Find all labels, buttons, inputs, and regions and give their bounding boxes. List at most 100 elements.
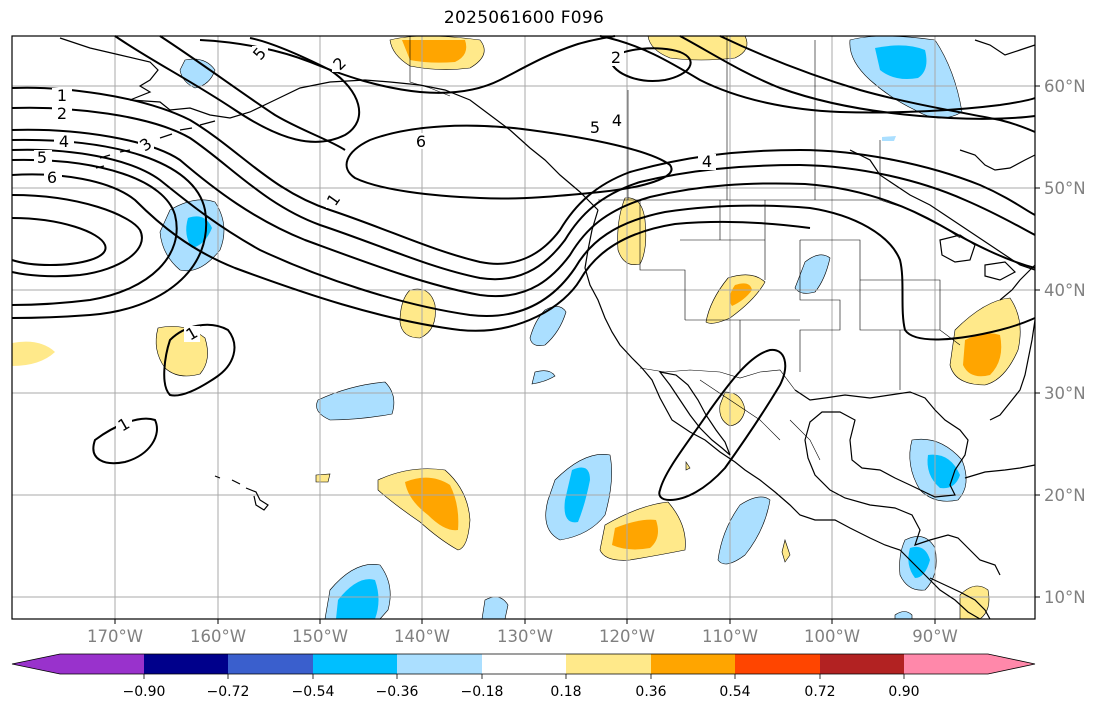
contour-line xyxy=(11,173,811,332)
gulf-of-mexico-coast xyxy=(794,389,1001,576)
positive-region xyxy=(719,391,746,427)
colorbar: −0.90 −0.72 −0.54 −0.36 −0.18 0.18 0.36 … xyxy=(11,653,1036,700)
contour-lines xyxy=(11,35,1036,502)
axis-ticks xyxy=(114,85,1040,624)
lat-label: 30°N xyxy=(1044,384,1086,403)
baja-california xyxy=(658,371,731,456)
contour-line xyxy=(199,35,616,94)
negative-region xyxy=(531,370,556,385)
canada-arctic-coast xyxy=(959,39,1036,171)
positive-core xyxy=(729,283,752,306)
positive-core xyxy=(612,519,658,550)
colorbar-bin xyxy=(228,654,313,674)
colorbar-bin xyxy=(735,654,820,674)
plot-frame xyxy=(11,35,1036,620)
colorbar-extend-low xyxy=(12,654,60,674)
contour-line xyxy=(11,128,1036,298)
negative-core xyxy=(908,546,930,578)
lat-label: 40°N xyxy=(1044,281,1086,300)
west-coast xyxy=(584,209,981,620)
contour-label: 2 xyxy=(611,48,621,67)
positive-region xyxy=(315,473,331,483)
positive-region xyxy=(959,585,990,620)
lon-label: 100°W xyxy=(804,627,860,646)
colorbar-bin xyxy=(566,654,651,674)
negative-region xyxy=(882,136,896,141)
graticule xyxy=(12,36,1035,619)
lon-label: 130°W xyxy=(497,627,553,646)
us-state-borders xyxy=(639,200,961,390)
contour-line xyxy=(345,124,673,200)
contour-label: 1 xyxy=(57,86,67,105)
colorbar-bin xyxy=(397,654,482,674)
colorbar-bin xyxy=(651,654,735,674)
lon-label: 110°W xyxy=(702,627,758,646)
negative-region xyxy=(316,381,395,421)
contour-line xyxy=(658,348,787,502)
contour-label: 4 xyxy=(612,111,622,130)
colorbar-bin xyxy=(60,654,144,674)
contour-line xyxy=(11,106,1036,281)
contour-line xyxy=(159,35,346,151)
contour-label: 5 xyxy=(37,148,47,167)
lon-label: 120°W xyxy=(599,627,655,646)
positive-core xyxy=(402,40,467,63)
colorbar-tick-label: −0.54 xyxy=(292,684,335,700)
lat-label: 10°N xyxy=(1044,588,1086,607)
colorbar-tick-label: 0.54 xyxy=(719,684,750,700)
colorbar-tick-label: −0.36 xyxy=(376,684,419,700)
contour-label: 5 xyxy=(590,118,600,137)
contour-line xyxy=(114,35,361,143)
contour-line xyxy=(11,138,208,319)
colorbar-tick-label: 0.18 xyxy=(550,684,581,700)
colorbar-bin xyxy=(904,654,988,674)
contour-line xyxy=(719,35,1036,133)
hawaiian-islands xyxy=(214,475,269,511)
contour-label: 4 xyxy=(702,152,712,171)
colorbar-bin xyxy=(144,654,228,674)
central-america-coast xyxy=(929,577,991,620)
contour-label: 4 xyxy=(59,132,69,151)
positive-region xyxy=(12,341,55,366)
contour-labels: 1 2 4 5 6 3 5 2 2 6 5 4 4 1 1 1 xyxy=(34,44,716,435)
latitude-labels: 60°N 50°N 40°N 30°N 20°N 10°N xyxy=(1044,77,1086,607)
positive-region xyxy=(399,288,436,339)
map-title: 2025061600 F096 xyxy=(443,8,605,28)
lat-label: 60°N xyxy=(1044,77,1086,96)
contour-line xyxy=(11,86,1036,265)
lat-label: 20°N xyxy=(1044,486,1086,505)
contour-line xyxy=(11,158,178,306)
contour-line xyxy=(163,323,236,397)
lon-label: 160°W xyxy=(190,627,246,646)
positive-core xyxy=(963,333,1002,377)
contour-line xyxy=(599,35,1036,114)
colorbar-tick-label: −0.18 xyxy=(461,684,504,700)
contour-line xyxy=(609,47,692,82)
longitude-labels: 170°W 160°W 150°W 140°W 130°W 120°W 110°… xyxy=(87,627,958,646)
cuba-coast xyxy=(964,464,1036,479)
lon-label: 140°W xyxy=(394,627,450,646)
east-coast xyxy=(999,264,1036,301)
colorbar-tick-label: −0.72 xyxy=(207,684,250,700)
negative-region xyxy=(481,596,509,620)
contour-label: 6 xyxy=(416,132,426,151)
colorbar-tick-label: 0.72 xyxy=(804,684,835,700)
negative-core xyxy=(336,579,379,619)
canada-province-borders xyxy=(627,36,881,200)
colorbar-tick-label: 0.36 xyxy=(635,684,666,700)
lon-label: 170°W xyxy=(87,627,143,646)
florida-coast xyxy=(989,319,1036,421)
lon-label: 150°W xyxy=(292,627,348,646)
colorbar-tick-label: −0.90 xyxy=(123,684,166,700)
colorbar-bin xyxy=(313,654,397,674)
colorbar-outline xyxy=(11,653,1036,675)
colorbar-tick-label: 0.90 xyxy=(888,684,919,700)
negative-region xyxy=(894,611,913,620)
colorbar-bin xyxy=(482,654,566,674)
positive-region xyxy=(685,461,691,471)
contour-label: 6 xyxy=(47,168,57,187)
positive-core xyxy=(405,477,459,531)
contour-line xyxy=(11,217,107,267)
positive-region xyxy=(647,35,748,61)
